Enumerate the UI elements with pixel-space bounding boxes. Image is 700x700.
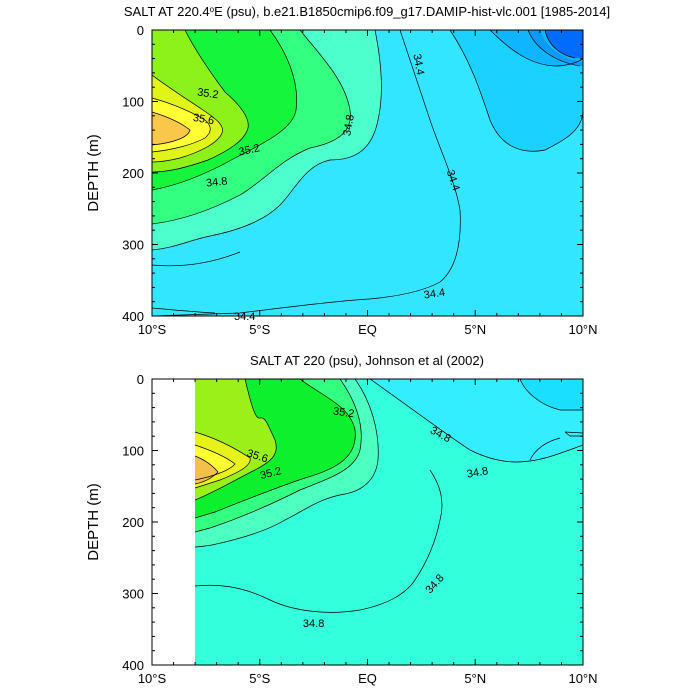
panel-model-contour-lines — [152, 30, 583, 316]
obs-missing-data-area — [152, 379, 195, 665]
contour-label-text: 35.2 — [196, 86, 219, 101]
contour-label: 35.2 — [196, 86, 219, 101]
y-tick-label: 0 — [137, 23, 144, 38]
y-tick-label: 300 — [122, 238, 144, 253]
contour-label-text: 34.8 — [303, 618, 324, 630]
panel-model-contour-labels: 35.235.635.234.834.834.434.434.434.4 — [192, 53, 462, 323]
obs-contour-34.6 — [369, 379, 583, 463]
y-tick-label: 300 — [122, 587, 144, 602]
contour-label-text: 34.4 — [410, 53, 426, 76]
contour-35.6 — [152, 97, 211, 153]
contour-34.8 — [152, 30, 351, 225]
x-tick-label: 10°N — [568, 671, 597, 686]
contour-35.0 — [152, 30, 297, 191]
panel-model-ylabel: DEPTH (m) — [85, 134, 102, 212]
panel-model-filled-contours — [152, 30, 583, 316]
contour-label: 34.4 — [234, 311, 255, 323]
contour-label: 34.4 — [410, 53, 426, 76]
obs-contour-35.8 — [194, 444, 236, 481]
contour-label-text: 35.2 — [332, 405, 355, 420]
y-tick-label: 200 — [122, 515, 144, 530]
panel-model: SALT AT 220.4oE (psu), b.e21.B1850cmip6.… — [85, 4, 610, 337]
x-tick-label: 5°N — [464, 322, 486, 337]
x-tick-label: 5°S — [249, 322, 270, 337]
obs-contour-35.2 — [194, 379, 356, 519]
contour-label: 34.8 — [205, 175, 228, 189]
contour-35.4 — [152, 74, 223, 163]
y-tick-label: 400 — [122, 309, 144, 324]
contour-34.4-bottom — [152, 307, 216, 314]
panel-observations-filled-contours — [195, 379, 583, 665]
contour-label: 34.8 — [303, 618, 324, 630]
contour-label-text: 35.6 — [192, 112, 215, 128]
contour-label-text: 34.4 — [234, 311, 255, 323]
y-tick-label: 400 — [122, 658, 144, 673]
panel-model-axes: 10°S 5°S EQ 5°N 10°N 0 100 200 300 400 — [122, 23, 597, 337]
contour-label: 35.2 — [332, 405, 355, 420]
obs-contour-34.6-tongue — [564, 431, 583, 437]
contour-35.2 — [152, 30, 249, 173]
x-tick-label: 5°N — [464, 671, 486, 686]
contour-label-text: 34.8 — [341, 114, 357, 137]
fill-band-lt-34.0 — [545, 30, 583, 58]
x-tick-label: EQ — [358, 671, 377, 686]
panel-observations-ylabel: DEPTH (m) — [85, 483, 102, 561]
x-tick-label: 10°N — [568, 322, 597, 337]
obs-contour-34.8-lower — [194, 469, 443, 613]
contour-35.8 — [152, 111, 191, 146]
contour-label: 34.8 — [466, 465, 489, 481]
obs-fill-band-gt-36.0 — [195, 456, 218, 484]
obs-fill-band-34.4-34.6 — [370, 379, 583, 462]
x-tick-label: EQ — [358, 322, 377, 337]
obs-contour-34.6-spur — [529, 437, 561, 461]
contour-label: 35.2 — [259, 465, 283, 482]
obs-contour-35.6 — [194, 431, 251, 489]
obs-fill-band-34.2-34.4 — [520, 379, 583, 410]
x-tick-label: 10°S — [138, 322, 167, 337]
y-tick-label: 200 — [122, 166, 144, 181]
contour-label: 35.2 — [237, 142, 260, 158]
panel-observations: SALT AT 220 (psu), Johnson et al (2002) — [85, 353, 598, 686]
contour-label-text: 35.2 — [259, 465, 283, 482]
y-tick-label: 100 — [122, 95, 144, 110]
contour-label: 34.4 — [423, 287, 446, 302]
fill-band-gt-35.8 — [152, 112, 190, 145]
y-tick-label: 0 — [137, 372, 144, 387]
contour-label-text: 35.2 — [237, 142, 260, 158]
x-tick-label: 10°S — [138, 671, 167, 686]
contour-34.6 — [152, 30, 382, 251]
contour-34.6-lower — [152, 251, 241, 267]
x-tick-label: 5°S — [249, 671, 270, 686]
contour-label-text: 34.4 — [423, 287, 446, 302]
contour-label: 35.6 — [192, 112, 215, 128]
fill-band-34.0-34.1 — [528, 30, 583, 66]
panel-observations-title: SALT AT 220 (psu), Johnson et al (2002) — [250, 353, 484, 368]
panel-observations-contour-lines — [194, 379, 583, 613]
panel-observations-axes: 10°S 5°S EQ 5°N 10°N 0 100 200 300 400 — [122, 372, 597, 686]
contour-label-text: 34.8 — [205, 175, 228, 189]
contour-34.2 — [449, 30, 583, 152]
contour-34.0 — [489, 30, 583, 67]
contour-label: 34.8 — [341, 114, 357, 137]
obs-contour-35.4 — [194, 379, 277, 501]
panel-model-title: SALT AT 220.4oE (psu), b.e21.B1850cmip6.… — [124, 4, 610, 19]
contour-label-text: 34.8 — [466, 465, 489, 481]
contour-33.8 — [544, 30, 576, 59]
obs-contour-36.0 — [194, 455, 219, 485]
obs-contour-34.8-upper — [194, 379, 379, 548]
contour-34.4 — [152, 30, 461, 316]
y-tick-label: 100 — [122, 444, 144, 459]
obs-contour-34.4 — [519, 379, 583, 411]
contour-33.9 — [527, 30, 581, 67]
obs-contour-35.0 — [194, 379, 362, 533]
